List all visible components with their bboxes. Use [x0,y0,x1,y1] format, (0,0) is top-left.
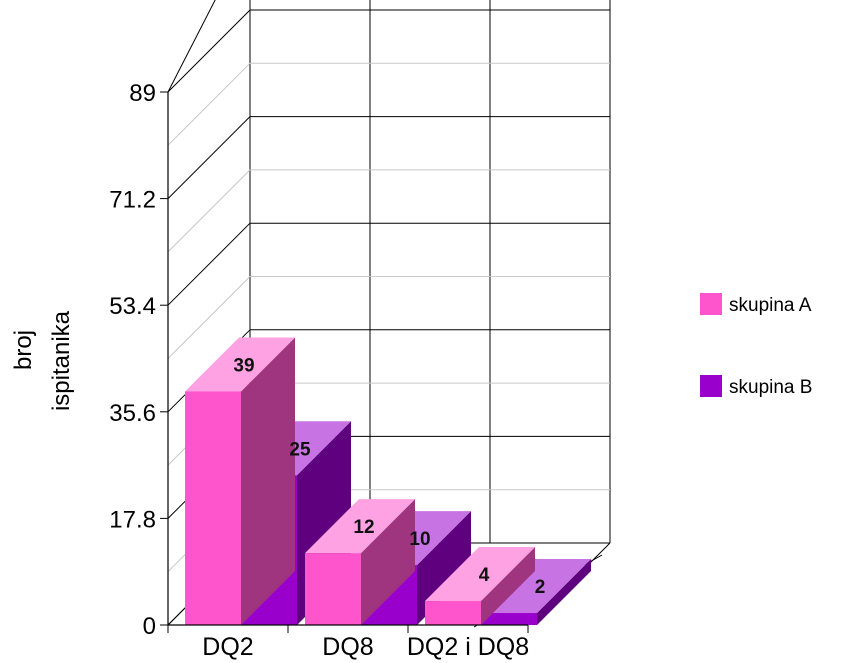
data-label: 12 [353,517,374,538]
y-axis-title-line-2: ispitanika [48,310,75,411]
legend-swatch [700,293,722,315]
data-label: 10 [409,529,430,550]
legend: skupina A skupina B [700,293,812,398]
bar-top [185,337,295,392]
y-tick-label: 17.8 [109,506,156,533]
side-wall-gridline [167,116,251,199]
bar-side [361,499,415,625]
data-label: 2 [535,577,546,598]
bar-front [185,391,241,625]
bar-top [305,499,415,554]
x-category-label: DQ8 [322,633,373,661]
data-label: 39 [233,355,254,376]
legend-swatch [700,375,722,397]
bars: 39 25 12 10 4 2 [185,337,591,625]
legend-label: skupina A [729,295,812,316]
bar-front [425,601,481,625]
side-wall-gridline [167,169,251,253]
y-tick-label: 0 [143,613,156,640]
y-axis: 0 17.8 35.6 53.4 71.2 89 [109,80,169,640]
data-label: 25 [289,439,311,460]
y-tick-label: 35.6 [109,400,156,427]
x-axis: DQ2 DQ8 DQ2 i DQ8 [167,624,529,661]
side-wall-gridline [167,9,251,93]
side-wall-gridline [167,276,251,359]
side-wall-gridline [167,62,251,146]
y-axis-title-line-1: broj [10,330,37,370]
bar-side [481,547,535,625]
x-category-label: DQ2 [202,633,253,661]
side-wall-top-edge [167,0,216,93]
bar-top [425,547,535,602]
bar-front [481,613,537,625]
bar-top [481,559,591,614]
legend-label: skupina B [729,377,812,398]
y-tick-label: 71.2 [109,187,156,214]
bar-side [241,337,295,625]
data-label: 4 [479,565,490,586]
y-tick-label: 89 [129,80,156,107]
bar-side [537,559,591,625]
bar-front [305,553,361,625]
y-tick-label: 53.4 [109,293,156,320]
side-wall-gridline [167,222,251,306]
x-category-label: DQ2 i DQ8 [407,633,529,661]
